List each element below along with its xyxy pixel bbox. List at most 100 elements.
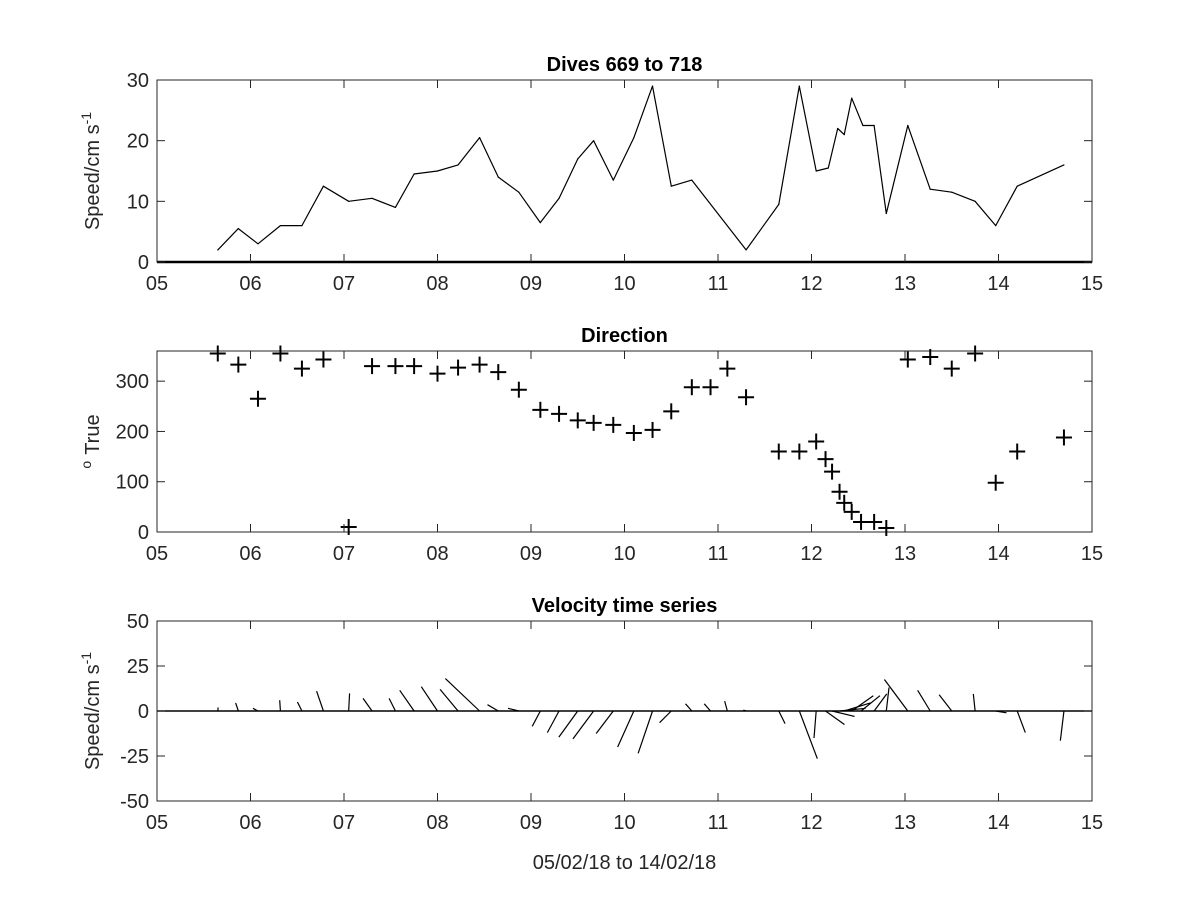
velocity-stick bbox=[487, 704, 499, 712]
velocity-stick bbox=[703, 703, 711, 712]
y-tick-label: 0 bbox=[138, 701, 149, 723]
velocity-stick bbox=[617, 710, 635, 748]
velocity-stick bbox=[1059, 710, 1065, 741]
x-tick-label: 09 bbox=[520, 812, 542, 834]
velocity-stick bbox=[279, 700, 282, 712]
x-tick-label: 08 bbox=[426, 543, 448, 565]
velocity-y-axis-label-text: Speed/cm s bbox=[82, 664, 104, 770]
velocity-panel-title: Velocity time series bbox=[532, 595, 718, 617]
velocity-stick bbox=[362, 698, 373, 712]
data-point bbox=[612, 179, 614, 181]
x-tick-label: 14 bbox=[987, 543, 1009, 565]
velocity-stick bbox=[420, 686, 438, 712]
data-point bbox=[815, 170, 817, 172]
direction-y-axis-label-superscript: o bbox=[78, 461, 94, 469]
plus-marker bbox=[406, 358, 423, 375]
plus-marker bbox=[943, 360, 960, 377]
x-tick-label: 15 bbox=[1081, 812, 1103, 834]
velocity-panel: 05 06 07 08 09 10 11 12 13 14 15 -50 -25 0 25 50 Veloc… bbox=[78, 595, 1103, 874]
plus-marker bbox=[551, 405, 568, 422]
data-point bbox=[1063, 164, 1065, 166]
plus-marker bbox=[429, 365, 446, 382]
data-point bbox=[907, 124, 909, 127]
plus-marker bbox=[791, 443, 808, 460]
data-point bbox=[257, 243, 259, 245]
plus-marker bbox=[987, 474, 1004, 491]
x-tick-label: 05 bbox=[146, 543, 168, 565]
plus-marker bbox=[702, 379, 719, 396]
plus-marker bbox=[738, 389, 755, 406]
x-tick-label: 14 bbox=[987, 812, 1009, 834]
y-tick-label: 300 bbox=[116, 371, 149, 393]
direction-panel: 05 06 07 08 09 10 11 12 13 14 15 0 100 200 300 Direct… bbox=[78, 325, 1103, 565]
plus-marker bbox=[663, 403, 680, 420]
velocity-stick bbox=[851, 695, 874, 712]
x-tick-label: 06 bbox=[239, 543, 261, 565]
y-tick-label: 50 bbox=[127, 611, 149, 633]
data-point bbox=[558, 197, 560, 199]
velocity-stick bbox=[798, 710, 818, 759]
speed-y-axis-label-text: Speed/cm s bbox=[82, 124, 104, 230]
y-tick-label: -25 bbox=[120, 746, 149, 768]
plus-marker bbox=[450, 359, 467, 376]
velocity-stick bbox=[235, 702, 239, 712]
plus-marker bbox=[510, 381, 527, 398]
y-tick-label: 100 bbox=[116, 472, 149, 494]
velocity-stick bbox=[531, 710, 541, 727]
x-tick-label: 13 bbox=[894, 273, 916, 295]
plus-marker bbox=[364, 358, 381, 375]
speed-panel: 05 06 07 08 09 10 11 12 13 14 15 0 10 20 30 Dives 669… bbox=[78, 54, 1103, 295]
velocity-stick bbox=[444, 678, 480, 712]
data-point bbox=[436, 170, 439, 172]
plus-marker bbox=[490, 364, 507, 381]
x-tick-label: 10 bbox=[613, 812, 635, 834]
velocity-stick bbox=[995, 710, 1007, 714]
plus-marker bbox=[808, 433, 825, 450]
y-tick-label: 200 bbox=[116, 421, 149, 443]
velocity-stick bbox=[252, 707, 259, 712]
direction-y-axis-label: o True bbox=[78, 414, 104, 468]
plus-marker bbox=[899, 351, 916, 368]
velocity-stick bbox=[883, 679, 909, 712]
data-point bbox=[413, 173, 415, 175]
velocity-stick bbox=[831, 710, 855, 717]
plus-marker bbox=[770, 443, 787, 460]
plus-marker bbox=[866, 513, 883, 530]
x-tick-label: 07 bbox=[333, 812, 355, 834]
data-point bbox=[873, 124, 875, 127]
data-point bbox=[593, 140, 595, 142]
plus-marker bbox=[831, 483, 848, 500]
data-point bbox=[577, 158, 579, 160]
data-point bbox=[651, 85, 654, 87]
plus-marker bbox=[249, 390, 266, 407]
velocity-y-axis-label: Speed/cm s-1 bbox=[78, 652, 104, 770]
data-point bbox=[951, 191, 953, 193]
velocity-stick bbox=[572, 710, 595, 740]
speed-panel-title: Dives 669 to 718 bbox=[547, 54, 703, 76]
velocity-x-axis-label: 05/02/18 to 14/02/18 bbox=[533, 852, 717, 874]
data-point bbox=[691, 179, 693, 181]
plus-marker bbox=[605, 416, 622, 433]
x-tick-label: 13 bbox=[894, 812, 916, 834]
data-point bbox=[837, 127, 839, 130]
data-point bbox=[745, 249, 747, 251]
plus-marker bbox=[644, 421, 661, 438]
x-tick-label: 06 bbox=[239, 812, 261, 834]
plus-marker bbox=[878, 519, 895, 536]
x-tick-label: 11 bbox=[708, 273, 729, 295]
plus-marker bbox=[315, 351, 332, 368]
velocity-stick bbox=[885, 687, 890, 712]
plus-marker bbox=[625, 424, 642, 441]
velocity-stick bbox=[637, 710, 654, 754]
y-tick-label: 0 bbox=[138, 522, 149, 544]
data-point bbox=[322, 185, 325, 187]
y-tick-label: -50 bbox=[120, 791, 149, 813]
data-point bbox=[348, 200, 350, 202]
data-point bbox=[478, 137, 481, 139]
velocity-stick bbox=[595, 710, 614, 734]
velocity-stick bbox=[972, 693, 976, 712]
direction-plot-area bbox=[156, 350, 1093, 533]
plus-marker bbox=[817, 451, 834, 468]
x-tick-label: 14 bbox=[987, 273, 1009, 295]
